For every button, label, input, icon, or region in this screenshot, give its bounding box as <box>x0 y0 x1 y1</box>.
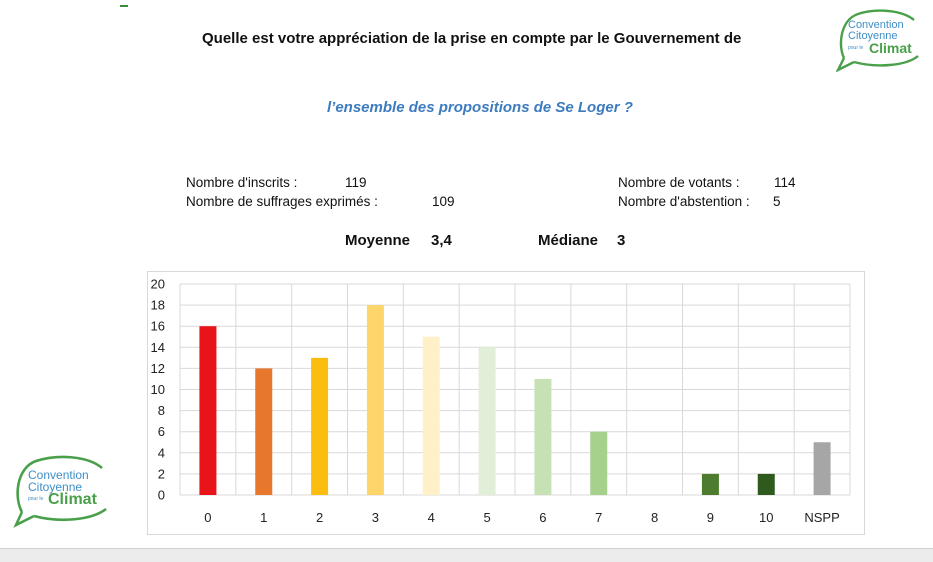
abstention-value: 5 <box>773 194 781 209</box>
y-tick-label: 6 <box>158 424 165 439</box>
question-subtitle: l’ensemble des propositions de Se Loger … <box>327 99 633 116</box>
x-tick-label: 0 <box>204 510 211 525</box>
x-tick-label: 7 <box>595 510 602 525</box>
inscrits-value: 119 <box>345 175 367 190</box>
x-tick-label: 8 <box>651 510 658 525</box>
bar-10 <box>757 473 775 495</box>
y-tick-label: 4 <box>158 445 165 460</box>
y-tick-label: 10 <box>151 382 165 397</box>
bar-0 <box>199 326 217 495</box>
votants-value: 114 <box>774 175 796 190</box>
bar-4 <box>422 336 440 495</box>
bottom-band <box>0 548 933 562</box>
logo-line1: Convention <box>28 468 89 482</box>
votants-label: Nombre de votants : <box>618 175 740 190</box>
bar-3 <box>366 305 384 495</box>
y-tick-label: 12 <box>151 361 165 376</box>
logo-line2: Citoyenne <box>848 30 898 42</box>
bar-6 <box>534 378 552 495</box>
y-tick-label: 18 <box>151 298 165 313</box>
mediane-label: Médiane <box>538 232 599 249</box>
mediane-value: 3 <box>617 232 626 249</box>
logo-line3: Climat <box>48 491 97 508</box>
suffrages-label: Nombre de suffrages exprimés : <box>186 194 378 209</box>
y-tick-label: 14 <box>151 340 165 355</box>
y-tick-label: 0 <box>158 488 165 503</box>
bar-1 <box>255 368 273 495</box>
x-tick-label: 4 <box>428 510 435 525</box>
speech-bubble-icon <box>836 9 919 72</box>
bar-5 <box>478 347 496 495</box>
logo-bottom-left: Convention Citoyenne pour le Climat <box>12 452 110 528</box>
moyenne-label: Moyenne <box>345 232 411 249</box>
bar-2 <box>311 357 329 495</box>
logo-line1: Convention <box>848 19 904 31</box>
bar-NSPP <box>813 442 831 495</box>
x-tick-label: 9 <box>707 510 714 525</box>
x-tick-label: 1 <box>260 510 267 525</box>
suffrages-value: 109 <box>432 194 455 209</box>
x-tick-label: 10 <box>759 510 773 525</box>
corner-mark <box>120 0 128 7</box>
question-title: Quelle est votre appréciation de la pris… <box>202 30 742 47</box>
y-tick-label: 16 <box>151 319 165 334</box>
logo-line2: Citoyenne <box>28 480 83 494</box>
logo-small: pour le <box>28 496 44 502</box>
moyenne-value: 3,4 <box>431 232 452 249</box>
x-tick-label: 3 <box>372 510 379 525</box>
inscrits-label: Nombre d'inscrits : <box>186 175 298 190</box>
logo-top-right: Convention Citoyenne pour le Climat <box>836 6 922 72</box>
abstention-label: Nombre d'abstention : <box>618 194 750 209</box>
x-tick-label: NSPP <box>804 510 839 525</box>
x-tick-label: 5 <box>483 510 490 525</box>
x-tick-label: 6 <box>539 510 546 525</box>
bar-7 <box>590 431 608 495</box>
logo-small: pour le <box>848 45 864 51</box>
speech-bubble-icon <box>13 455 107 528</box>
y-tick-label: 20 <box>151 277 165 292</box>
x-tick-label: 2 <box>316 510 323 525</box>
y-tick-label: 2 <box>158 466 165 481</box>
y-tick-label: 8 <box>158 403 165 418</box>
logo-line3: Climat <box>869 40 912 56</box>
bar-9 <box>701 473 719 495</box>
